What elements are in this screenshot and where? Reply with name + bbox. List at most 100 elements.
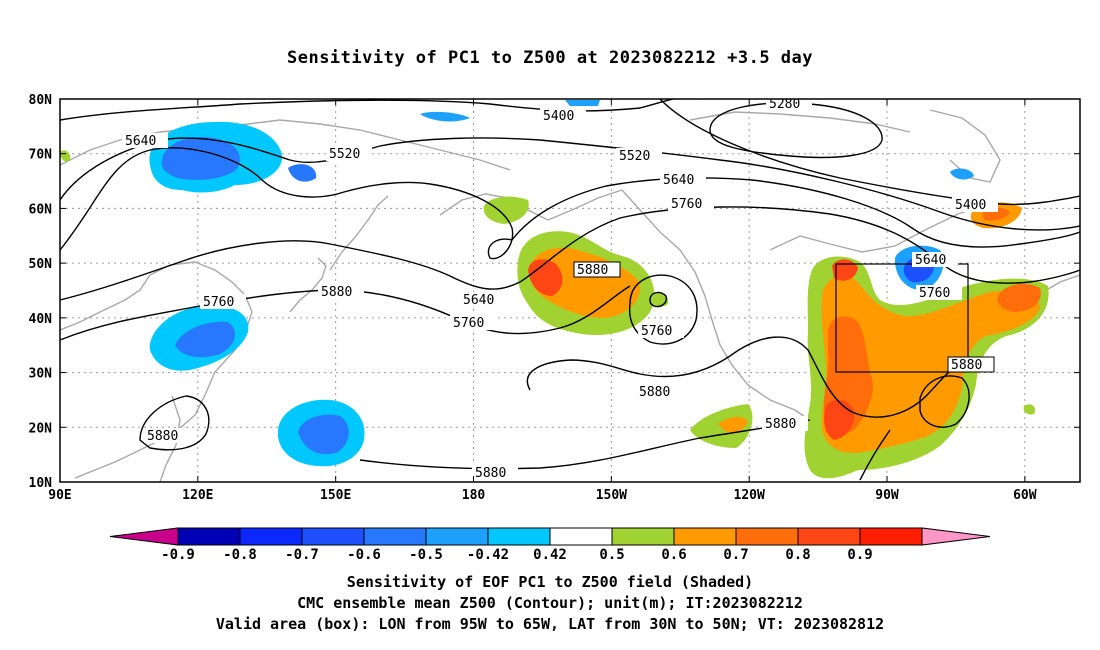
shade-pos-na-red2 (832, 259, 858, 281)
colorbar-tick-label: -0.7 (285, 547, 319, 563)
colorbar-swatch (797, 527, 861, 546)
colorbar-tick-label: 0.5 (599, 547, 624, 563)
colorbar-swatch (425, 527, 489, 546)
contour-label-5760-north: 5760 (671, 197, 702, 212)
lon-label: 120E (182, 488, 213, 503)
shade-pos-pacific-blob (650, 291, 669, 307)
contour-label-5760-canada: 5760 (919, 286, 950, 301)
shade-pos-pacific-red (528, 259, 563, 296)
coastline-kamchatka (329, 195, 389, 271)
contour-label-5880-box: 5880 (951, 358, 982, 373)
colorbar-tick-label: 0.8 (785, 547, 810, 563)
valid-area-box (835, 263, 969, 373)
shade-pos-bering (483, 196, 529, 224)
contour-5880-f (859, 429, 891, 481)
contour-label-5640-west: 5640 (125, 134, 156, 149)
contour-label-5880-north: 5880 (321, 285, 352, 300)
lat-label: 40N (29, 312, 53, 327)
axis-ticks (59, 98, 1080, 483)
contour-5640-a (60, 147, 514, 260)
contour-label-5400-east: 5400 (955, 198, 986, 213)
lat-label: 50N (29, 257, 53, 272)
chart-title: Sensitivity of PC1 to Z500 at 2023082212… (286, 48, 813, 68)
lon-label: 90W (875, 488, 899, 503)
colorbar-swatch (487, 527, 551, 546)
coastline-siberia (60, 119, 511, 171)
colorbar-tick-label: -0.42 (467, 547, 509, 563)
colorbar-swatch (859, 527, 923, 546)
colorbar-swatch (301, 527, 365, 546)
colorbar-arrow-low (109, 527, 179, 546)
contour-label-5520-west: 5520 (329, 147, 360, 162)
shade-neg-china-core (175, 321, 235, 358)
contour-5880-b (526, 336, 981, 418)
coastline-asia (60, 261, 253, 479)
colorbar-tick-label: 0.9 (847, 547, 872, 563)
shade-pos-atl-small (1023, 404, 1036, 415)
lon-label: 60W (1013, 488, 1037, 503)
lon-label: 90E (48, 488, 71, 503)
colorbar-tick-label: 0.6 (661, 547, 686, 563)
longitude-labels: 90E 120E 150E 180 150W 120W 90W 60W (48, 488, 1037, 503)
contour-5520 (60, 137, 1080, 231)
contour-label-5880-asia: 5880 (147, 429, 178, 444)
coastline-na-west (621, 189, 796, 411)
contour-5280 (709, 102, 883, 159)
captions: Sensitivity of EOF PC1 to Z500 field (Sh… (0, 572, 1100, 635)
colorbar-tick-label: 0.42 (533, 547, 567, 563)
caption-line-2: CMC ensemble mean Z500 (Contour); unit(m… (297, 594, 803, 612)
coastline-alaska (439, 189, 623, 221)
caption-line-3: Valid area (box): LON from 95W to 65W, L… (215, 615, 885, 633)
contour-label-5640-canada: 5640 (915, 253, 946, 268)
contour-5760-low (649, 291, 668, 308)
contour-label-5880-south: 5880 (475, 466, 506, 481)
shade-neg-arctic2 (420, 111, 470, 122)
coastline-east-asia (159, 395, 181, 482)
lat-label: 60N (29, 202, 53, 217)
coastline-arctic-islands (689, 111, 911, 133)
colorbar-swatch (363, 527, 427, 546)
lon-label: 150W (596, 488, 627, 503)
shade-pos-na-red (824, 399, 855, 440)
colorbar-swatch (177, 527, 241, 546)
contour-label-5520-east: 5520 (619, 149, 650, 164)
contour-5880-c (139, 395, 210, 451)
colorbar-tick-label: 0.7 (723, 547, 748, 563)
contour-label-5760-mid: 5760 (453, 316, 484, 331)
map-frame (59, 98, 1081, 483)
colorbar-swatch (735, 527, 799, 546)
shade-neg-greenland (950, 168, 974, 180)
contour-5880-d (359, 419, 811, 470)
colorbar (109, 527, 991, 546)
shade-neg-pacific-core (298, 414, 349, 455)
colorbar-tick-label: -0.8 (223, 547, 257, 563)
contour-label-5640-mid: 5640 (463, 293, 494, 308)
shade-neg-siberia-east (288, 164, 317, 182)
colorbar-tick-label: -0.6 (347, 547, 381, 563)
lon-label: 150E (320, 488, 351, 503)
lat-label: 10N (29, 476, 53, 491)
latitude-labels: 80N 70N 60N 50N 40N 30N 20N 10N (29, 93, 53, 491)
lon-label: 120W (734, 488, 765, 503)
contour-5400-north (60, 99, 700, 121)
contour-5400-arctic (659, 99, 1080, 206)
shade-pos-gulf-orange (718, 416, 748, 433)
lat-label: 80N (29, 93, 53, 108)
colorbar-swatch (611, 527, 675, 546)
colorbar-swatch (239, 527, 303, 546)
contour-label-5880-pacific: 5880 (577, 263, 608, 278)
contour-label-5760-cutoff: 5760 (641, 324, 672, 339)
shade-neg-arctic (565, 100, 600, 106)
colorbar-swatch (673, 527, 737, 546)
lat-label: 20N (29, 421, 53, 436)
colorbar-arrow-high (921, 527, 991, 546)
contour-label-5880-gulf: 5880 (765, 417, 796, 432)
contour-5880-a (60, 285, 631, 341)
coastline-japan (289, 257, 327, 313)
lat-label: 30N (29, 367, 53, 382)
shade-pos-atlantic (997, 283, 1041, 312)
contour-label-5400: 5400 (543, 109, 574, 124)
colorbar-swatch (549, 527, 613, 546)
contour-5640-b (511, 177, 1080, 248)
